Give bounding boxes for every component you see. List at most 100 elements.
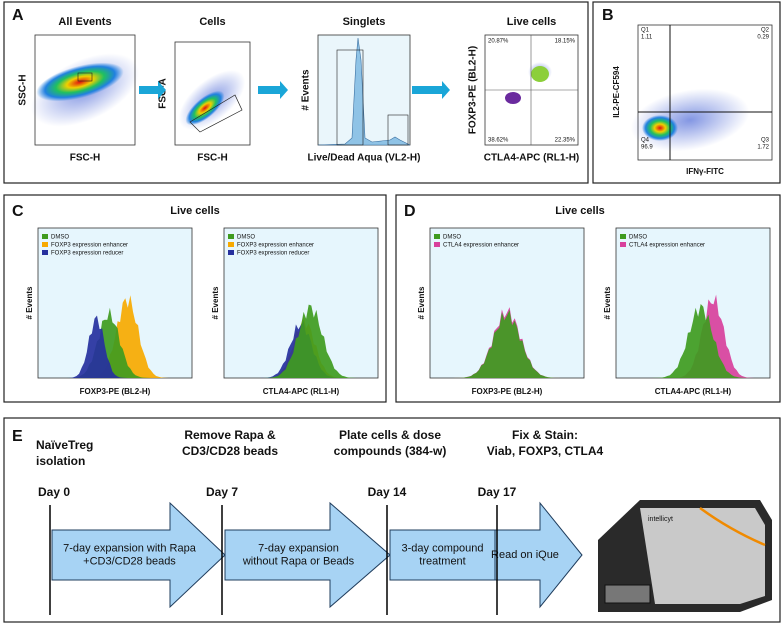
quadrant-value: 96.9 bbox=[641, 145, 653, 151]
arrow-text: 7-day expansion bbox=[258, 542, 339, 554]
plot-title: All Events bbox=[58, 16, 111, 28]
x-axis-label: FOXP3-PE (BL2-H) bbox=[472, 387, 543, 396]
arrow-text: without Rapa or Beads bbox=[242, 555, 355, 567]
panel-letter: B bbox=[602, 7, 614, 24]
density bbox=[185, 90, 225, 126]
panel-letter: A bbox=[12, 7, 24, 24]
arrow-text: Read on iQue bbox=[491, 549, 559, 561]
day-label: Day 17 bbox=[478, 485, 517, 499]
plot-title: Singlets bbox=[343, 16, 386, 28]
panel-letter: C bbox=[12, 203, 24, 220]
histogram bbox=[317, 37, 411, 146]
flow-arrow bbox=[139, 81, 166, 99]
y-axis-label: SSC-H bbox=[18, 74, 29, 105]
y-axis-label: FSC-A bbox=[158, 78, 169, 109]
density bbox=[642, 115, 678, 141]
legend-label: CTLA4 expression enhancer bbox=[443, 243, 519, 249]
x-axis-label: CTLA4-APC (RL1-H) bbox=[655, 387, 732, 396]
y-axis-label: FOXP3-PE (BL2-H) bbox=[468, 46, 479, 134]
legend-swatch bbox=[42, 234, 48, 239]
x-axis-label: FOXP3-PE (BL2-H) bbox=[80, 387, 151, 396]
panel-c-frame bbox=[3, 194, 387, 403]
population bbox=[531, 66, 549, 82]
timeline-arrow bbox=[224, 501, 391, 609]
quadrant-label: 38.62% bbox=[488, 138, 509, 144]
legend-label: CTLA4 expression enhancer bbox=[629, 243, 705, 249]
arrow-text: +CD3/CD28 beads bbox=[83, 555, 176, 567]
y-axis-label: # Events bbox=[603, 286, 612, 319]
legend-label: FOXP3 expression reducer bbox=[237, 251, 309, 257]
quadrant-name: Q1 bbox=[641, 28, 650, 34]
step-heading: CD3/CD28 beads bbox=[182, 444, 278, 458]
timeline-arrow bbox=[51, 501, 226, 609]
histogram bbox=[38, 307, 192, 378]
quadrant-value: 1.11 bbox=[641, 35, 653, 41]
y-axis-label: # Events bbox=[417, 286, 426, 319]
legend-swatch bbox=[228, 242, 234, 247]
y-axis-label: # Events bbox=[211, 286, 220, 319]
histogram bbox=[224, 304, 378, 378]
legend-swatch bbox=[620, 234, 626, 239]
gate bbox=[336, 49, 364, 146]
legend-label: FOXP3 expression reducer bbox=[51, 251, 123, 257]
legend-swatch bbox=[228, 234, 234, 239]
day-label: Day 0 bbox=[38, 485, 70, 499]
x-axis-label: FSC-H bbox=[197, 153, 228, 164]
panel-b-frame bbox=[592, 1, 781, 184]
instrument-label: intellicyt bbox=[648, 516, 673, 523]
legend-label: DMSO bbox=[51, 235, 69, 241]
y-axis-label: # Events bbox=[301, 69, 312, 111]
legend-swatch bbox=[42, 242, 48, 247]
panel-letter: D bbox=[404, 203, 416, 220]
quadrant-value: 0.29 bbox=[757, 35, 769, 41]
x-axis-label: CTLA4-APC (RL1-H) bbox=[484, 153, 580, 164]
quadrant-label: 18.15% bbox=[555, 39, 576, 45]
quadrant-label: 22.35% bbox=[555, 138, 576, 144]
quadrant-name: Q4 bbox=[641, 138, 650, 144]
quadrant-label: 20.87% bbox=[488, 39, 509, 45]
gate bbox=[189, 94, 243, 133]
y-axis-label: IL2-PE-CF594 bbox=[612, 66, 621, 118]
x-axis-label: Live/Dead Aqua (VL2-H) bbox=[308, 153, 421, 164]
step-heading: Plate cells & dose bbox=[339, 428, 441, 442]
histogram bbox=[616, 304, 770, 378]
y-axis-label: # Events bbox=[25, 286, 34, 319]
legend-swatch bbox=[42, 250, 48, 255]
arrow-text: treatment bbox=[419, 555, 465, 567]
legend-label: DMSO bbox=[443, 235, 461, 241]
flow-arrow bbox=[412, 81, 450, 99]
x-axis-label: IFNγ-FITC bbox=[686, 167, 724, 176]
day-label: Day 14 bbox=[368, 485, 407, 499]
step-heading: NaïveTreg bbox=[36, 438, 93, 452]
panel-d-frame bbox=[395, 194, 781, 403]
panel-title: Live cells bbox=[170, 205, 220, 217]
legend-label: DMSO bbox=[237, 235, 255, 241]
legend-swatch bbox=[434, 234, 440, 239]
step-heading: Viab, FOXP3, CTLA4 bbox=[487, 444, 604, 458]
legend-swatch bbox=[228, 250, 234, 255]
arrow-text: 3-day compound bbox=[402, 542, 484, 554]
instrument-tray bbox=[604, 584, 651, 604]
quadrant-name: Q3 bbox=[761, 138, 770, 144]
legend-label: FOXP3 expression enhancer bbox=[51, 243, 128, 249]
x-axis-label: FSC-H bbox=[70, 153, 101, 164]
panel-letter: E bbox=[12, 428, 23, 445]
legend-label: FOXP3 expression enhancer bbox=[237, 243, 314, 249]
gate bbox=[387, 114, 409, 146]
legend-swatch bbox=[434, 242, 440, 247]
panel-e-frame bbox=[3, 417, 781, 623]
day-label: Day 7 bbox=[206, 485, 238, 499]
instrument-panel bbox=[640, 508, 765, 604]
step-heading: isolation bbox=[36, 454, 85, 468]
flow-arrow bbox=[258, 81, 288, 99]
quadrant-value: 1.72 bbox=[757, 145, 769, 151]
population bbox=[505, 92, 521, 104]
quadrant-name: Q2 bbox=[761, 28, 770, 34]
plot-title: Cells bbox=[199, 16, 225, 28]
x-axis-label: CTLA4-APC (RL1-H) bbox=[263, 387, 340, 396]
step-heading: compounds (384-w) bbox=[334, 444, 447, 458]
panel-title: Live cells bbox=[555, 205, 605, 217]
panel-a-frame bbox=[3, 1, 589, 184]
